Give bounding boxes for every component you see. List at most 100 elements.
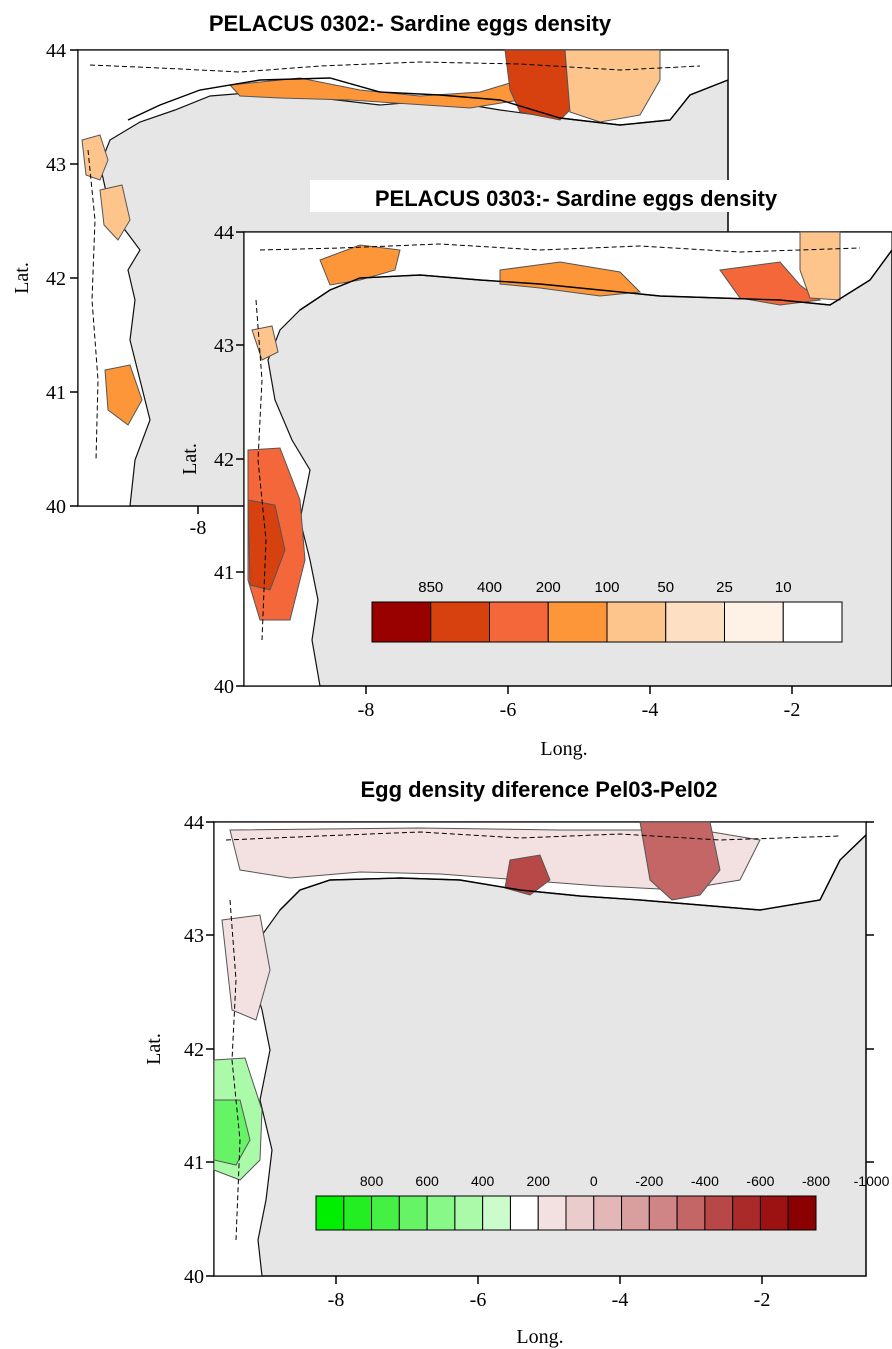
map3-ytick: 41 [184, 1152, 204, 1174]
map1-ytick: 40 [46, 496, 66, 518]
map3-legend-swatch [537, 1195, 567, 1231]
map3-ytick: 43 [184, 925, 204, 947]
map3-legend-swatch [315, 1195, 345, 1231]
map2-xtick: -2 [784, 699, 801, 721]
map3-legend-swatch [676, 1195, 706, 1231]
map1-ytick: 41 [46, 382, 66, 404]
map1-isobath-dashed [87, 61, 701, 461]
map3-xtick: -4 [612, 1289, 629, 1311]
map2-x-axis [365, 686, 793, 694]
map2-legend-swatch [782, 601, 843, 643]
map3-legend-swatch [759, 1195, 789, 1231]
map3-coast [279, 834, 867, 911]
map2-egg-patch-center [499, 261, 642, 297]
map2-ytick: 40 [214, 676, 234, 698]
map3-legend-swatch [565, 1195, 595, 1231]
map3-legend-swatch [371, 1195, 400, 1231]
map1-ytick: 42 [46, 268, 66, 290]
map2-legend-swatch [489, 601, 549, 643]
map3-x-axis [335, 1276, 763, 1284]
map3-legend: 800 600 400 200 0 -200 -400 -600 -800 -1000 [315, 1173, 890, 1231]
map2-legend: 850 400 200 100 50 25 10 [371, 579, 843, 643]
map3-legend-swatch [787, 1195, 817, 1231]
map1-coast [127, 77, 729, 126]
map3-legend-swatch [593, 1195, 623, 1231]
map1-y-axis [70, 49, 78, 507]
map3-ytick: 42 [184, 1039, 204, 1061]
map2-legend-swatch [371, 601, 432, 643]
map1-egg-patch-south [104, 364, 143, 426]
map1-xtick: -8 [190, 517, 207, 539]
map3-isobath-dashed [225, 831, 841, 1241]
map3-legend-label: 0 [590, 1173, 598, 1189]
map2-egg-patch-north [319, 244, 401, 286]
map2-legend-swatch [606, 601, 667, 643]
map2-xtick: -8 [358, 699, 375, 721]
map1-egg-patch-galicia [99, 184, 131, 241]
map2-legend-swatch [665, 601, 725, 643]
map3-diff-patch-west [221, 914, 271, 1021]
map3-legend-swatch [343, 1195, 373, 1231]
map3-legend-label: 400 [471, 1173, 495, 1189]
map2-legend-label: 100 [594, 579, 619, 596]
map3-legend-swatch [509, 1195, 539, 1231]
map2-legend-swatch [547, 601, 608, 643]
map2-coast [299, 249, 892, 311]
map2-legend-label: 10 [775, 579, 792, 596]
map3-xtick: -8 [328, 1289, 345, 1311]
map3-legend-swatch [732, 1195, 761, 1231]
map3-ytick: 44 [184, 812, 204, 834]
map3-diff-patch-peak [639, 821, 721, 901]
map2-legend-label: 400 [477, 579, 502, 596]
map3-legend-swatch [704, 1195, 734, 1231]
map3-legend-swatch [482, 1195, 511, 1231]
map3-xtick: -6 [470, 1289, 487, 1311]
map1-egg-patch-west [81, 134, 109, 181]
map2-legend-label: 850 [418, 579, 443, 596]
map2-xtick: -4 [642, 699, 659, 721]
map1-ylabel: Lat. [11, 262, 33, 294]
map2-y-axis [236, 231, 244, 687]
map2-title-bg [310, 180, 850, 212]
map2-ytick: 42 [214, 449, 234, 471]
map3-legend-label: 800 [360, 1173, 384, 1189]
map2-xlabel: Long. [540, 738, 587, 760]
map2-xtick: -6 [500, 699, 517, 721]
map3-diff-patch-mid [504, 854, 551, 896]
map2-legend-label: 200 [536, 579, 561, 596]
map3-legend-label: 200 [527, 1173, 551, 1189]
map3-legend-label: 600 [415, 1173, 439, 1189]
map3-legend-swatch [648, 1195, 678, 1231]
map2-isobath-dashed [255, 243, 861, 641]
map1-ytick: 44 [46, 40, 66, 62]
map2-legend-label: 25 [716, 579, 733, 596]
map2-legend-label: 50 [657, 579, 674, 596]
map3-right-ticks [866, 821, 874, 1163]
map2-legend-swatch [430, 601, 490, 643]
map3-legend-label: -600 [746, 1173, 774, 1189]
map2-ytick: 44 [214, 222, 234, 244]
map3-legend-label: -800 [802, 1173, 830, 1189]
map3-diff-patch-north [229, 827, 761, 891]
map3-legend-swatch [621, 1195, 650, 1231]
map3-title: Egg density diference Pel03-Pel02 [360, 777, 717, 802]
map-pelacus-0303: PELACUS 0303:- Sardine eggs density 850 4… [179, 180, 892, 760]
map3-legend-swatch [398, 1195, 428, 1231]
map1-ytick: 43 [46, 154, 66, 176]
map3-legend-swatch [454, 1195, 484, 1231]
map2-ytick: 41 [214, 562, 234, 584]
map2-ytick: 43 [214, 335, 234, 357]
map3-legend-swatch [426, 1195, 456, 1231]
map3-xtick: -2 [754, 1289, 771, 1311]
map-difference: Egg density diference Pel03-Pel02 800 600… [143, 777, 890, 1348]
map1-title: PELACUS 0302:- Sardine eggs density [209, 11, 612, 36]
map2-egg-patch-core [247, 499, 286, 591]
map2-legend-swatch [724, 601, 784, 643]
map2-title: PELACUS 0303:- Sardine eggs density [375, 186, 778, 211]
map3-xlabel: Long. [516, 1326, 563, 1348]
map3-legend-label: -1000 [854, 1173, 890, 1189]
map3-ytick: 40 [184, 1266, 204, 1288]
map3-legend-label: -200 [635, 1173, 663, 1189]
map3-y-axis [206, 821, 214, 1277]
map3-ylabel: Lat. [143, 1033, 165, 1065]
